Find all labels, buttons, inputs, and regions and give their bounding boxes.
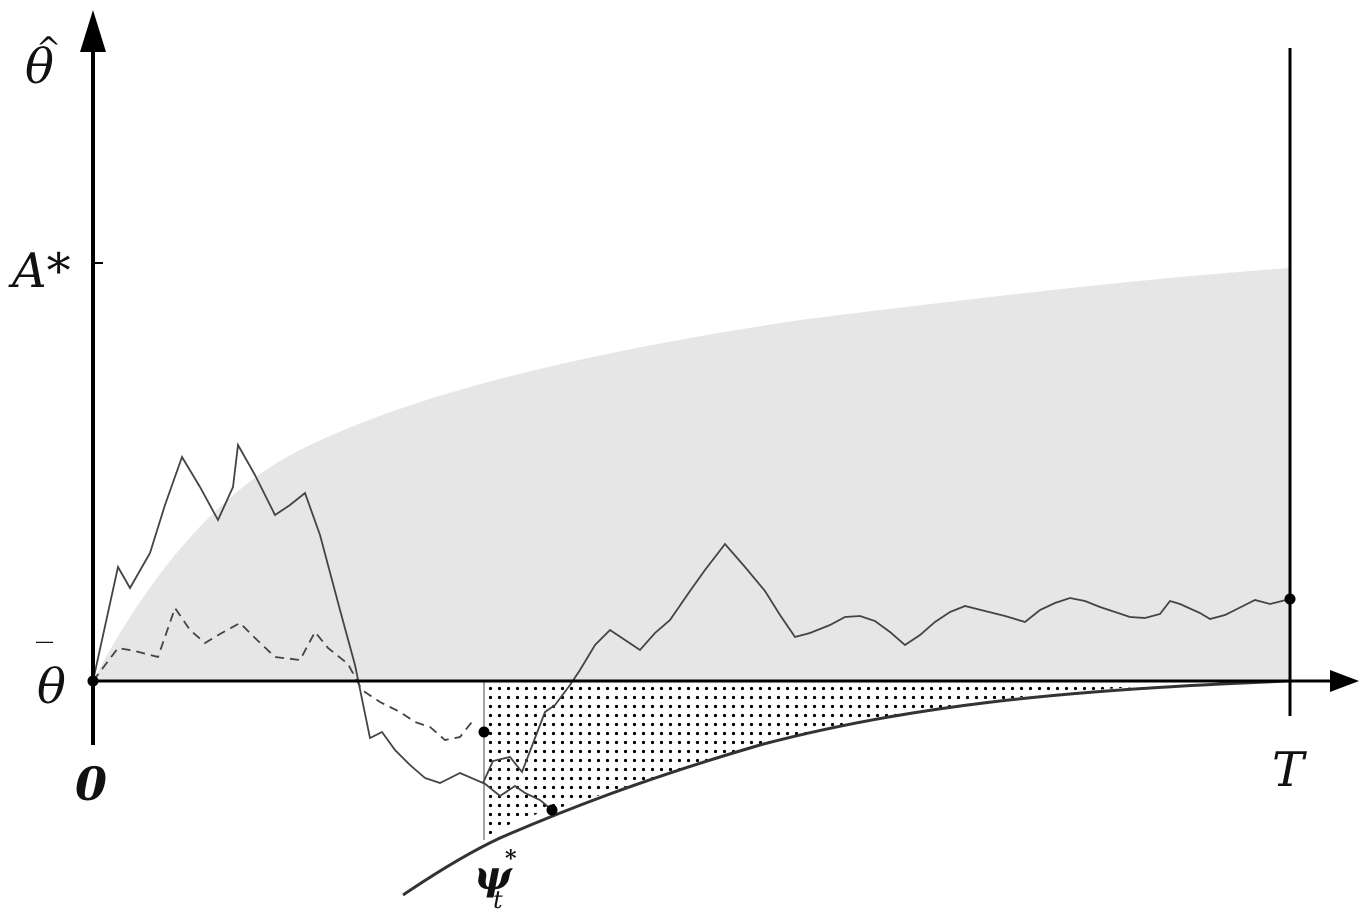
- y-axis-arrow: [80, 10, 106, 52]
- mean-label-accent: ‾: [36, 636, 53, 676]
- dashed-path: [92, 606, 476, 741]
- sample-path-lower: [483, 782, 553, 811]
- threshold-curve: [402, 679, 1291, 897]
- threshold-hit-dot: [546, 804, 558, 816]
- y-axis-label: θ: [25, 39, 54, 95]
- sample-path: [92, 442, 1291, 785]
- origin-label: 0: [75, 757, 107, 811]
- threshold-label-sub: t: [493, 886, 503, 911]
- shaded-region: [93, 268, 1290, 681]
- horizon-label: T: [1272, 742, 1307, 798]
- stopping-dot: [478, 726, 490, 738]
- terminal-dot: [1284, 593, 1296, 605]
- y-axis-label-accent: ^: [36, 31, 61, 66]
- upper-bound-label: A*: [8, 243, 71, 299]
- x-axis-arrow: [1330, 670, 1359, 692]
- dotted-region: [484, 681, 1290, 838]
- origin-dot: [87, 675, 99, 687]
- threshold-label-sup: *: [505, 846, 517, 872]
- threshold-label: ψ: [474, 852, 513, 899]
- mean-label: θ: [37, 659, 66, 715]
